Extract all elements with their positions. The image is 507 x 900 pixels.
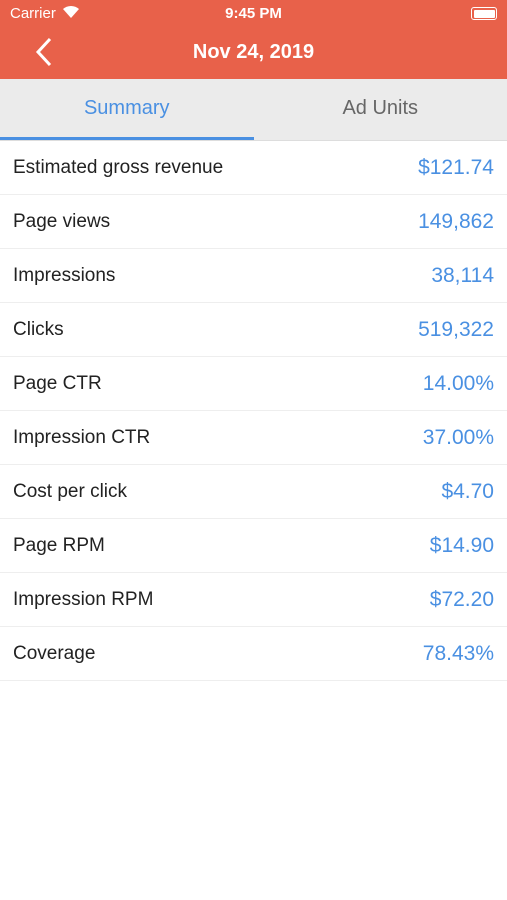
metric-label: Estimated gross revenue <box>13 156 224 178</box>
metric-value: 37.00% <box>422 425 494 449</box>
metric-value: 149,862 <box>418 209 494 233</box>
header: Carrier 9:45 PM Nov 24, 2019 <box>0 0 507 79</box>
metric-label: Page RPM <box>13 534 105 556</box>
metric-value: $72.20 <box>429 587 494 611</box>
clock: 9:45 PM <box>225 5 282 22</box>
metric-label: Impression RPM <box>13 588 154 610</box>
metric-value: 519,322 <box>418 317 494 341</box>
back-button[interactable] <box>34 36 54 68</box>
metric-row: Impression RPM $72.20 <box>0 573 507 627</box>
metric-value: 38,114 <box>431 263 494 287</box>
metric-row: Clicks 519,322 <box>0 303 507 357</box>
metric-value: 78.43% <box>422 641 494 665</box>
metric-label: Impressions <box>13 264 116 286</box>
metric-row: Impressions 38,114 <box>0 249 507 303</box>
tab[interactable]: Ad Units <box>342 97 419 119</box>
metric-label: Coverage <box>13 642 96 664</box>
metric-row: Cost per click $4.70 <box>0 465 507 519</box>
tab[interactable]: Summary <box>0 79 254 140</box>
metric-label: Page CTR <box>13 372 102 394</box>
metric-row: Estimated gross revenue $121.74 <box>0 141 507 195</box>
metric-label: Cost per click <box>13 480 128 502</box>
metric-label: Clicks <box>13 318 64 340</box>
metric-row: Page RPM $14.90 <box>0 519 507 573</box>
battery-icon <box>471 7 497 20</box>
carrier: Carrier <box>10 5 56 22</box>
metric-row: Page CTR 14.00% <box>0 357 507 411</box>
metric-row: Coverage 78.43% <box>0 627 507 681</box>
metric-value: $121.74 <box>418 155 494 179</box>
metric-label: Impression CTR <box>13 426 151 448</box>
metric-label: Page views <box>13 210 111 232</box>
metrics-list: Estimated gross revenue $121.74 Page views… <box>0 141 507 681</box>
metric-row: Impression CTR 37.00% <box>0 411 507 465</box>
nav-title: Nov 24, 2019 <box>192 41 315 63</box>
metric-value: 14.00% <box>422 371 494 395</box>
status-bar: Carrier 9:45 PM <box>0 0 507 28</box>
metric-value: $4.70 <box>441 479 494 503</box>
wifi-icon <box>63 5 79 18</box>
tab-bar: Summary Ad Units <box>0 79 507 141</box>
metric-row: Page views 149,862 <box>0 195 507 249</box>
metric-value: $14.90 <box>429 533 494 557</box>
